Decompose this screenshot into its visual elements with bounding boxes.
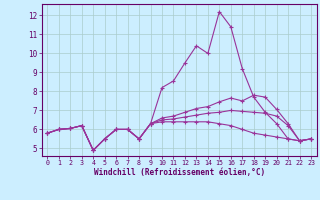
X-axis label: Windchill (Refroidissement éolien,°C): Windchill (Refroidissement éolien,°C) bbox=[94, 168, 265, 177]
